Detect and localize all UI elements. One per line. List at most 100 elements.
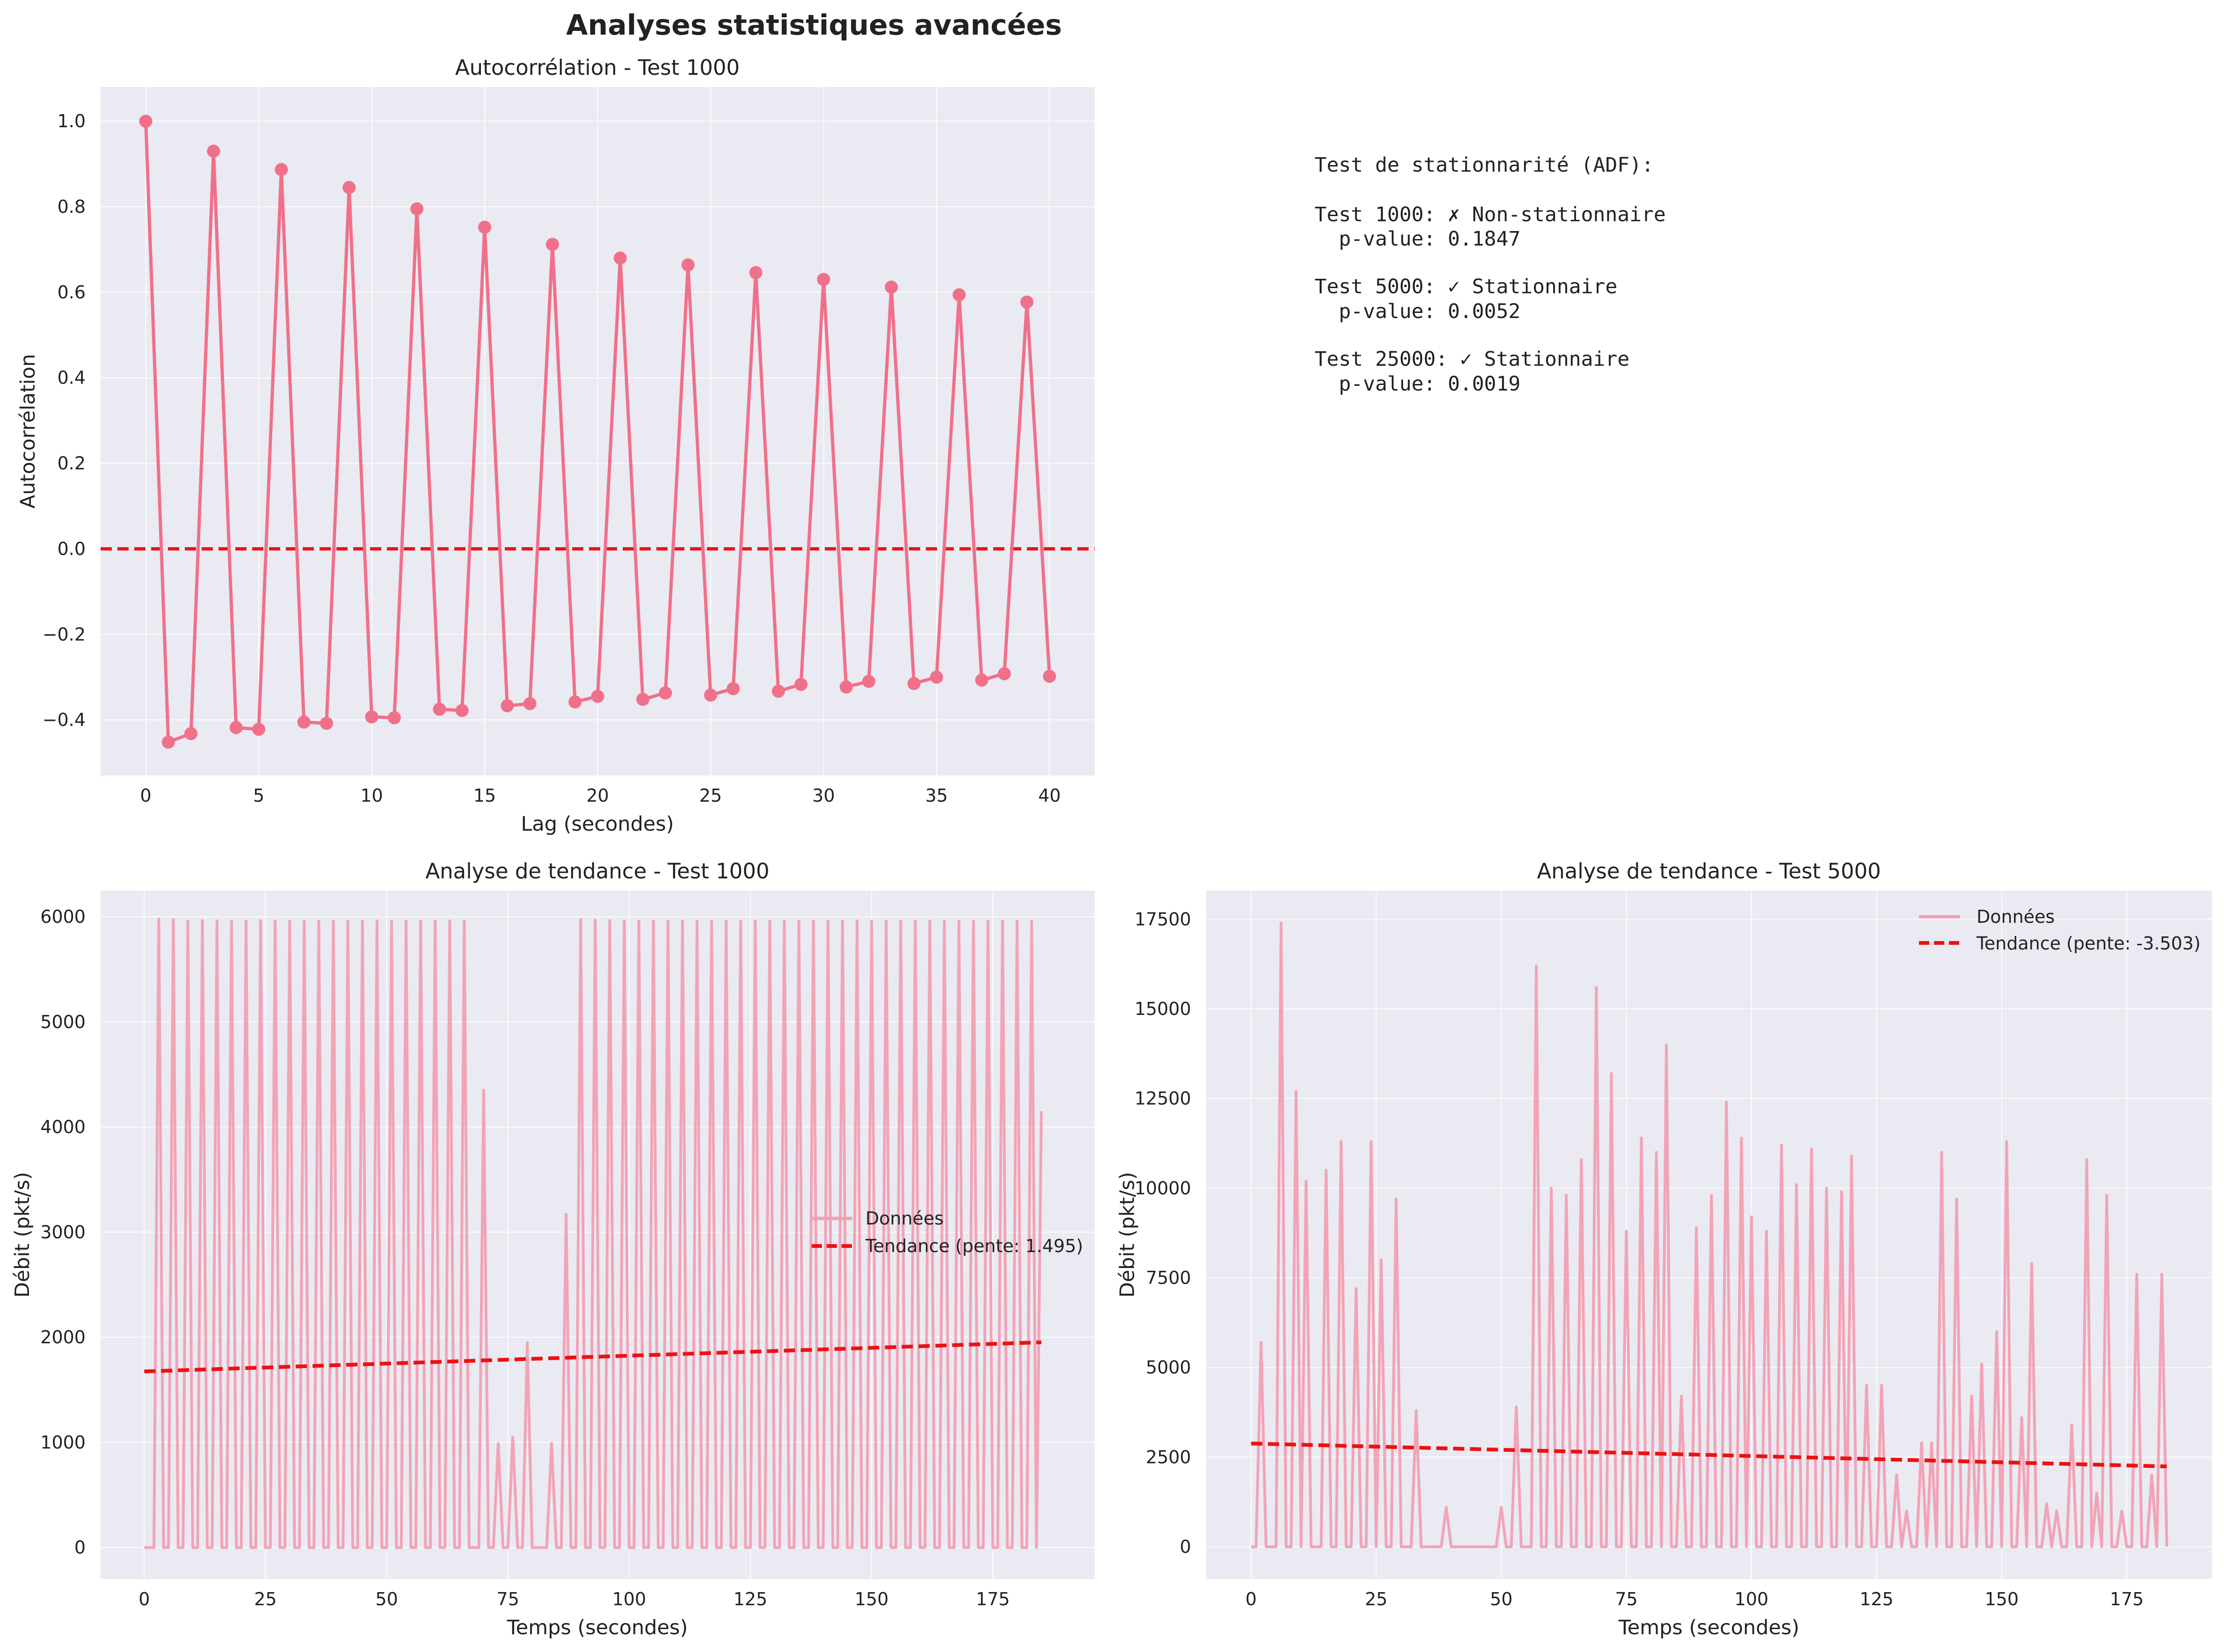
- y-tick-label: 0: [74, 1537, 86, 1558]
- legend-label-trend: Tendance (pente: -3.503): [1976, 933, 2201, 954]
- trend-1000-legend: Données Tendance (pente: 1.495): [812, 1208, 1083, 1256]
- x-tick-label: 15: [473, 785, 496, 806]
- x-tick-label: 0: [1245, 1589, 1257, 1609]
- acf-point: [139, 115, 153, 128]
- acf-point: [771, 684, 785, 698]
- trend-5000-series: [1251, 921, 2168, 1548]
- x-tick-label: 50: [1490, 1589, 1512, 1609]
- acf-point: [862, 674, 876, 688]
- x-tick-label: 125: [1860, 1589, 1894, 1609]
- y-tick-label: 12500: [1134, 1088, 1191, 1109]
- acf-grid: [101, 87, 1095, 775]
- acf-point: [387, 711, 401, 725]
- acf-point: [207, 145, 220, 158]
- acf-y-ticks: −0.4 −0.2 0.0 0.2 0.4 0.6 0.8 1.0: [43, 111, 86, 730]
- x-tick-label: 100: [1735, 1589, 1769, 1609]
- acf-point: [433, 703, 446, 716]
- acf-point: [997, 667, 1011, 681]
- x-tick-label: 25: [254, 1589, 276, 1609]
- trend-5000-title: Analyse de tendance - Test 5000: [1537, 859, 1881, 884]
- acf-point: [252, 723, 266, 736]
- y-tick-label: −0.2: [43, 624, 86, 645]
- trend-1000-series: [144, 917, 1043, 1549]
- x-tick-label: 35: [925, 785, 948, 806]
- acf-point: [975, 674, 988, 687]
- figure-title: Analyses statistiques avancées: [566, 9, 1062, 42]
- adf-line-1: Test 1000: ✗ Non-stationnaire: [1315, 203, 1666, 226]
- y-tick-label: −0.4: [43, 710, 86, 730]
- acf-title: Autocorrélation - Test 1000: [455, 55, 740, 80]
- acf-point: [161, 735, 175, 749]
- legend-label-data: Données: [1977, 906, 2055, 927]
- x-tick-label: 20: [586, 785, 609, 806]
- trend-5000-x-ticks: 0 25 50 75 100 125 150 175: [1245, 1589, 2144, 1609]
- acf-point: [184, 727, 198, 740]
- trend-5000-legend: Données Tendance (pente: -3.503): [1919, 906, 2201, 954]
- trend-1000-x-ticks: 0 25 50 75 100 125 150 175: [138, 1589, 1010, 1609]
- data-line: [1251, 921, 2168, 1548]
- y-tick-label: 1000: [40, 1432, 86, 1453]
- data-line: [144, 917, 1043, 1549]
- acf-point: [659, 686, 672, 700]
- acf-point: [568, 695, 582, 709]
- acf-series: [139, 115, 1056, 749]
- y-tick-label: 7500: [1146, 1268, 1191, 1288]
- acf-x-ticks: 0 5 10 15 20 25 30 35 40: [140, 785, 1061, 806]
- trend-5000-y-ticks: 0 2500 5000 7500 10000 12500 15000 17500: [1134, 909, 1191, 1557]
- acf-point: [839, 680, 853, 694]
- y-tick-label: 17500: [1134, 909, 1191, 929]
- acf-point: [591, 689, 604, 703]
- x-tick-label: 25: [699, 785, 722, 806]
- acf-point: [885, 280, 898, 294]
- trend-1000-panel: 0 25 50 75 100 125 150 175 0 1000 2000 3000 4000 500…: [11, 859, 1095, 1639]
- x-tick-label: 0: [140, 785, 151, 806]
- acf-point: [681, 258, 695, 272]
- acf-point: [794, 678, 808, 691]
- trend-1000-x-label: Temps (secondes): [507, 1616, 688, 1639]
- y-tick-label: 3000: [40, 1222, 86, 1242]
- acf-point: [636, 693, 650, 706]
- trend-5000-plot-area: [1206, 891, 2212, 1579]
- acf-point: [501, 699, 514, 712]
- y-tick-label: 5000: [1146, 1357, 1191, 1378]
- adf-line-6: p-value: 0.0019: [1315, 372, 1520, 396]
- x-tick-label: 40: [1038, 785, 1061, 806]
- acf-y-label: Autocorrélation: [16, 354, 40, 509]
- acf-x-label: Lag (secondes): [521, 812, 674, 836]
- y-tick-label: 0.4: [58, 368, 86, 388]
- acf-point: [907, 677, 921, 690]
- y-tick-label: 10000: [1134, 1178, 1191, 1198]
- adf-text-block: Test de stationnarité (ADF): Test 1000: …: [1315, 153, 1666, 396]
- acf-point: [704, 688, 717, 702]
- y-tick-label: 2000: [40, 1327, 86, 1348]
- acf-point: [455, 704, 469, 717]
- trend-1000-y-label: Débit (pkt/s): [11, 1172, 34, 1298]
- acf-point: [365, 710, 378, 724]
- x-tick-label: 100: [612, 1589, 647, 1609]
- x-tick-label: 0: [138, 1589, 150, 1609]
- y-tick-label: 0.0: [58, 538, 86, 559]
- y-tick-label: 6000: [40, 906, 86, 927]
- acf-point: [410, 202, 424, 216]
- adf-line-4: p-value: 0.0052: [1315, 300, 1520, 323]
- x-tick-label: 50: [375, 1589, 398, 1609]
- x-tick-label: 30: [812, 785, 835, 806]
- acf-point: [613, 251, 627, 265]
- acf-point: [297, 715, 311, 729]
- acf-point: [320, 717, 333, 730]
- trend-5000-x-label: Temps (secondes): [1618, 1616, 1799, 1639]
- adf-line-5: Test 25000: ✓ Stationnaire: [1315, 348, 1629, 371]
- trend-5000-y-label: Débit (pkt/s): [1116, 1172, 1139, 1298]
- x-tick-label: 175: [2110, 1589, 2144, 1609]
- acf-point: [545, 238, 559, 251]
- y-tick-label: 4000: [40, 1117, 86, 1138]
- adf-heading: Test de stationnarité (ADF):: [1315, 153, 1654, 177]
- trend-1000-title: Analyse de tendance - Test 1000: [425, 859, 769, 884]
- acf-point: [523, 697, 537, 710]
- y-tick-label: 0: [1180, 1536, 1191, 1557]
- trend-1000-y-ticks: 0 1000 2000 3000 4000 5000 6000: [40, 906, 86, 1558]
- x-tick-label: 5: [253, 785, 264, 806]
- acf-point: [952, 288, 966, 302]
- y-tick-label: 0.6: [58, 282, 86, 303]
